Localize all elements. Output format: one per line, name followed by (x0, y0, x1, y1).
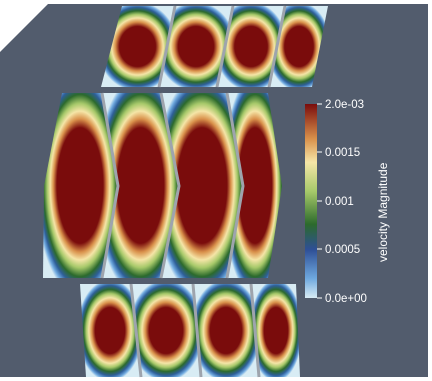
middle-cell-row (43, 92, 282, 279)
colorbar-title: velocity Magnitude (376, 162, 390, 262)
colorbar-label-0-0015: 0.0015 (325, 147, 360, 159)
bottom-cell-row (80, 283, 300, 378)
colorbar-label-0-0005: 0.0005 (325, 244, 360, 256)
colorbar-legend: 2.0e-03 0.0015 0.001 0.0005 0.0e+00 velo… (305, 99, 390, 305)
colorbar-label-0-001: 0.001 (325, 196, 354, 208)
top-cell-row (101, 5, 328, 88)
colorbar-ticks (317, 103, 322, 299)
colorbar-label-min: 0.0e+00 (325, 293, 367, 305)
colorbar-gradient (305, 104, 317, 298)
colorbar-label-max: 2.0e-03 (325, 99, 364, 111)
